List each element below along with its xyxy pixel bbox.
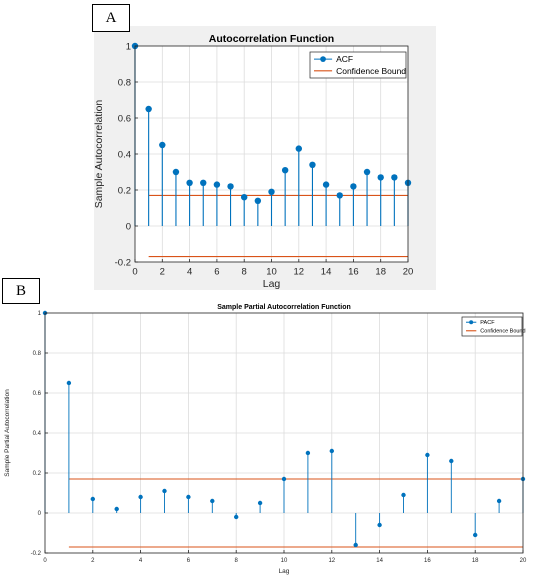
y-tick-label: 0.6 [33,391,42,397]
marker-lag-6 [213,181,221,188]
x-tick-label: 2 [160,267,165,278]
marker-lag-15 [336,192,343,199]
y-axis-label: Sample Partial Autocorrelation [4,389,11,477]
x-tick-label: 0 [43,558,47,564]
marker-lag-19 [391,174,398,181]
x-tick-label: 14 [376,558,383,564]
marker-lag-3 [172,168,180,176]
marker-lag-2 [159,141,166,149]
y-tick-label: 0.6 [118,113,131,124]
marker-lag-8 [234,514,239,520]
marker-lag-7 [227,183,234,190]
x-tick-label: 4 [187,267,192,278]
y-tick-label: 1 [126,41,131,52]
marker-lag-9 [254,197,262,204]
marker-lag-14 [322,181,330,188]
x-tick-label: 10 [266,267,277,278]
legend-series-marker [469,320,474,325]
marker-lag-18 [473,532,478,538]
chart-title: Autocorrelation Function [209,33,334,45]
legend-series-label: PACF [480,320,495,326]
marker-lag-17 [363,168,371,176]
chart-2: 0 2 4 6 8 10 12 14 16 18 20-0.200.20.40.60.81Sampl… [4,304,527,575]
y-axis-label: Sample Autocorrelation [93,100,105,209]
x-tick-label: 8 [242,267,247,278]
y-tick-label: -0.2 [115,257,131,268]
marker-lag-14 [377,522,382,528]
x-tick-label: 8 [235,558,239,564]
x-tick-label: 6 [214,267,219,278]
x-tick-label: 10 [281,558,288,564]
y-tick-label: 0.8 [33,351,42,357]
marker-lag-2 [90,496,96,502]
chart-1: 0 2 4 6 8 10 12 14 16 18 20-0.200.20.40.60.81Autoc… [93,26,436,290]
x-tick-label: 4 [139,558,143,564]
marker-lag-3 [114,506,119,512]
marker-lag-13 [309,161,316,168]
y-tick-label: 0.2 [118,185,131,196]
marker-lag-11 [281,167,289,174]
panel-b-label: B [2,278,40,304]
y-tick-label: 0 [38,511,42,517]
x-tick-label: 18 [375,267,386,278]
legend-series-label: ACF [336,54,353,64]
marker-lag-8 [241,194,248,201]
x-tick-label: 16 [424,558,431,564]
marker-lag-10 [268,188,275,195]
marker-lag-9 [257,500,263,506]
marker-lag-17 [449,458,454,464]
y-tick-label: 0.4 [118,149,131,160]
x-tick-label: 20 [403,267,414,278]
marker-lag-12 [329,448,334,454]
x-tick-label: 14 [321,267,332,278]
x-tick-label: 16 [348,267,359,278]
marker-lag-18 [377,174,384,181]
x-tick-label: 6 [187,558,191,564]
legend: PACF Confidence Bound [461,316,526,337]
marker-lag-16 [350,183,357,190]
x-tick-label: 12 [328,558,335,564]
marker-lag-10 [281,476,287,482]
legend-series-marker [320,56,326,63]
legend-bound-label: Confidence Bound [480,329,525,335]
x-tick-label: 18 [472,558,479,564]
marker-lag-11 [305,450,311,456]
marker-lag-6 [186,494,191,500]
legend-bound-label: Confidence Bound [336,66,406,76]
y-tick-label: 0.8 [118,77,131,88]
x-tick-label: 12 [294,267,305,278]
marker-lag-5 [200,179,207,186]
marker-lag-7 [210,498,215,504]
marker-lag-16 [425,452,430,458]
x-tick-label: 0 [132,267,137,278]
y-tick-label: 0 [126,221,131,232]
y-tick-label: 1 [38,311,42,317]
y-tick-label: 0.2 [33,471,42,477]
marker-lag-19 [496,498,502,504]
marker-lag-12 [295,145,302,152]
marker-lag-13 [353,542,358,548]
x-tick-label: 20 [520,558,527,564]
legend: ACF Confidence Bound [309,51,407,79]
x-axis-label: Lag [279,568,290,575]
y-tick-label: 0.4 [33,431,42,437]
legend-box [461,316,523,337]
x-axis-label: Lag [263,278,281,290]
chart-title: Sample Partial Autocorrelation Function [217,304,351,311]
marker-lag-5 [162,488,167,494]
marker-lag-1 [145,105,152,113]
x-tick-label: 2 [91,558,95,564]
marker-lag-4 [186,179,193,186]
legend-box [309,51,407,79]
marker-lag-4 [138,494,143,500]
marker-lag-1 [66,380,72,386]
panel-a-label: A [92,4,130,32]
marker-lag-15 [401,492,406,498]
y-tick-label: -0.2 [31,551,42,557]
